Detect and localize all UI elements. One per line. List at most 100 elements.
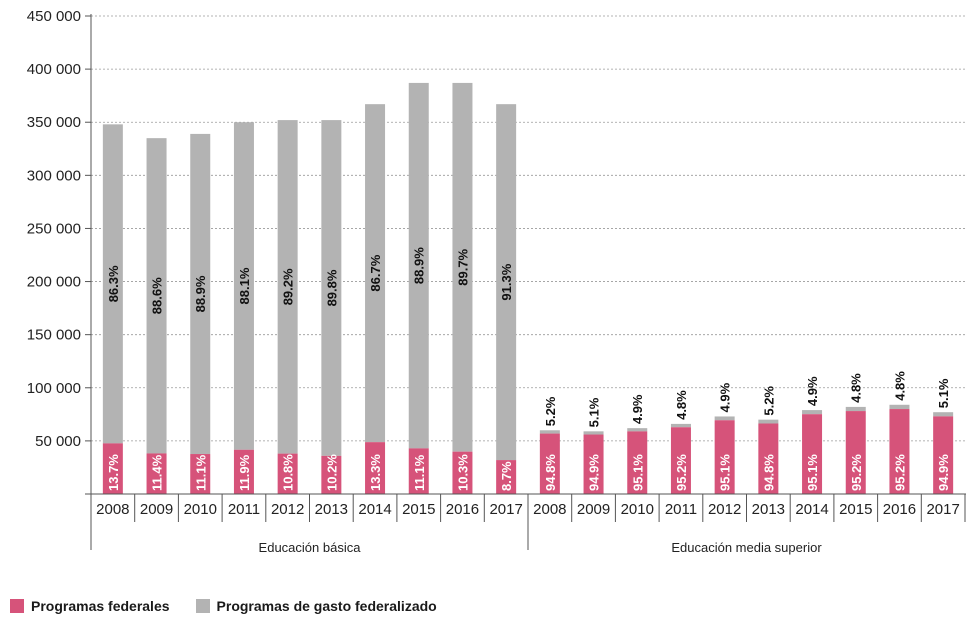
data-label-federalizado: 88.9% [412,247,427,284]
data-label-federalizado: 86.7% [368,254,383,291]
x-tick-label: 2014 [358,501,391,518]
data-label-federalizado: 5.2% [543,396,558,426]
x-tick-label: 2014 [795,501,828,518]
bar-federalizado [845,406,866,412]
data-label-federalizado: 5.2% [761,386,776,416]
y-tick-label: 200 000 [27,274,81,291]
data-label-federales: 94.8% [543,454,558,491]
data-label-federalizado: 5.1% [936,378,951,408]
data-label-federales: 13.3% [368,454,383,491]
data-label-federalizado: 89.2% [281,268,296,305]
data-label-federalizado: 4.9% [805,376,820,406]
data-label-federales: 95.2% [892,454,907,491]
data-label-federalizado: 4.9% [718,382,733,412]
bar-federales [889,409,910,494]
y-tick-label: 150 000 [27,327,81,344]
bar-federalizado [583,431,604,435]
x-tick-label: 2016 [883,501,916,518]
y-tick-label: 350 000 [27,114,81,131]
bar-federales [321,455,342,494]
data-label-federalizado: 88.1% [237,267,252,304]
bar-federalizado [714,416,735,421]
data-label-federales: 95.2% [849,454,864,491]
legend-item-federales: Programas federales [10,598,170,614]
bar-federalizado [190,133,211,455]
data-label-federales: 95.1% [805,454,820,491]
data-label-federales: 94.8% [761,454,776,491]
bar-federalizado [321,120,342,456]
data-label-federalizado: 86.3% [106,265,121,302]
bar-federalizado [627,428,648,432]
bar-federales [277,453,298,494]
x-tick-label: 2012 [708,501,741,518]
legend-item-federalizado: Programas de gasto federalizado [195,598,437,614]
data-label-federalizado: 88.9% [193,275,208,312]
bar-federalizado [496,104,517,461]
bar-federales [452,451,473,494]
x-axis: 2008 2009 2010 2011 2012 2013 2014 2015 2016 2017… [85,493,966,555]
group-label: Educación media superior [671,540,822,555]
y-axis: 50 000 100 000 150 000 200 000 250 000 300 00… [27,8,92,494]
bar-federalizado [452,82,473,452]
y-tick-label: 250 000 [27,220,81,237]
x-tick-label: 2008 [533,501,566,518]
bar-federales [233,449,254,494]
bar-federalizado [758,419,779,424]
data-label-federalizado: 4.8% [849,373,864,403]
data-label-federalizado: 4.8% [674,390,689,420]
data-label-federales: 95.2% [674,454,689,491]
x-tick-label: 2012 [271,501,304,518]
bar-federalizado [102,124,123,444]
bar-federales [758,423,779,494]
bar-federales [146,453,167,494]
bar-federales [408,448,429,494]
legend-swatch-federalizado [195,599,210,613]
bar-federales [670,427,691,494]
data-label-federales: 11.9% [237,454,252,491]
data-label-federales: 10.3% [455,454,470,491]
data-label-federales: 10.8% [281,454,296,491]
y-tick-label: 450 000 [27,8,81,25]
bar-federales [933,416,954,494]
y-tick-label: 100 000 [27,380,81,397]
bar-federalizado [365,104,386,443]
data-label-federales: 95.1% [718,454,733,491]
y-tick-label: 50 000 [35,433,81,450]
x-tick-label: 2009 [140,501,173,518]
data-label-federales: 13.7% [106,454,121,491]
bar-federalizado [277,120,298,454]
bar-federales [583,434,604,494]
bar-federales [539,433,560,494]
bar-federalizado [802,410,823,415]
data-label-federales: 94.9% [936,454,951,491]
gridlines [91,15,966,442]
bar-federales [365,442,386,494]
x-tick-label: 2015 [402,501,435,518]
data-label-federales: 11.1% [412,454,427,491]
data-label-federales: 95.1% [630,454,645,491]
data-label-federalizado: 4.9% [630,394,645,424]
data-label-federales: 10.2% [324,454,339,491]
x-tick-label: 2011 [228,501,260,518]
bars: 13.7% 86.3% 11.4% 88.6% 11.1% 88.9% 11.9% 88.1%… [102,82,954,494]
x-tick-label: 2010 [184,501,217,518]
legend: Programas federales Programas de gasto f… [10,598,437,614]
data-label-federales: 94.9% [587,454,602,491]
bar-federales [102,443,123,494]
legend-label-federales: Programas federales [31,598,170,614]
data-label-federales: 11.1% [193,454,208,491]
bar-federalizado [408,82,429,449]
bar-federales [627,431,648,494]
x-tick-label: 2010 [621,501,654,518]
bar-federalizado [889,404,910,410]
x-tick-label: 2015 [839,501,872,518]
bar-federales [190,454,211,494]
group-label: Educación básica [259,540,362,555]
data-label-federalizado: 91.3% [499,263,514,300]
data-label-federalizado: 4.8% [892,371,907,401]
x-tick-label: 2016 [446,501,479,518]
data-label-federalizado: 88.6% [150,277,165,314]
bar-federales [845,411,866,494]
x-tick-label: 2013 [752,501,785,518]
bar-federalizado [146,138,167,454]
